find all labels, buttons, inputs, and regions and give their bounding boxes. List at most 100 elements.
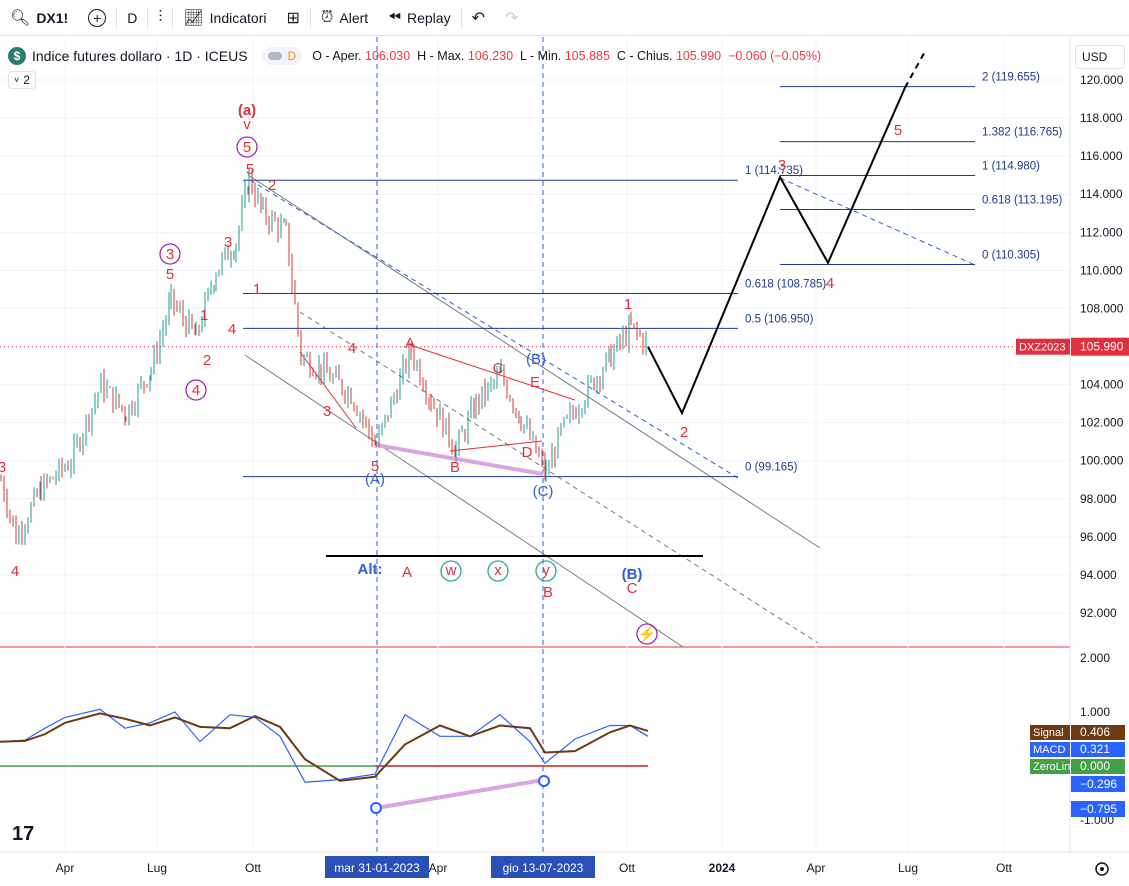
time-tick-label: Ott	[245, 861, 262, 875]
wave-y-circle-text: y	[542, 562, 550, 579]
blue-dashed-projection	[779, 177, 976, 266]
cursor-time-tag-bg	[325, 856, 429, 878]
top-toolbar: 🔍︎ DX1! + D ⫶ 📈︎ Indicatori ⊞ ⏰︎ Alert ⏪…	[0, 0, 1129, 36]
signal-tag-label: Signal	[1033, 727, 1064, 739]
wave-C-label: (C)	[533, 483, 554, 500]
wave-label: 2	[680, 424, 688, 441]
chart-type-button[interactable]: ⫶	[148, 0, 172, 36]
visibility-pill[interactable]: D	[261, 47, 303, 65]
alert-button[interactable]: ⏰︎ Alert	[311, 0, 378, 36]
wave-label: 4	[348, 340, 356, 357]
macd-point	[538, 775, 550, 787]
close-label: C - Chius.	[616, 49, 673, 63]
low-value: 105.885	[564, 49, 610, 63]
macd-tick-label: 2.000	[1080, 651, 1110, 665]
series-legend: $ Indice futures dollaro · 1D · ICEUS D …	[8, 44, 821, 68]
tradingview-logo: 17	[12, 823, 34, 845]
signal-tag-value: 0.406	[1080, 725, 1110, 739]
interval-button[interactable]: D	[117, 0, 147, 36]
wave-label: 3	[323, 403, 331, 420]
time-tick-label: Apr	[56, 861, 75, 875]
zeroline-tag-label-bg	[1030, 759, 1070, 774]
price-tick-label: 116.000	[1080, 149, 1123, 163]
symbol-tag-bg	[1016, 338, 1070, 355]
symbol-search[interactable]: 🔍︎ DX1!	[0, 0, 78, 36]
add-symbol-button[interactable]: +	[78, 0, 116, 36]
currency-label: USD	[1082, 50, 1108, 64]
zeroline-tag-value-bg	[1071, 759, 1125, 774]
replay-label: Replay	[406, 9, 451, 26]
alt-label: Alt:	[358, 561, 383, 578]
channel-mid	[299, 311, 819, 644]
price-tick-label: 100.000	[1080, 454, 1124, 468]
macd-hist-tag-bg	[1071, 776, 1125, 792]
symbol-tag: DXZ2023	[1019, 342, 1065, 354]
macd-tag-label: MACD	[1033, 744, 1065, 756]
replay-button[interactable]: ⏪︎ Replay	[378, 0, 460, 36]
wave-labels: 2 (119.655) 1.382 (116.765) 1 (114.980) 0.6…	[0, 72, 1063, 645]
wave-w-circle-text: w	[445, 562, 457, 579]
price-tick-label: 120.000	[1080, 73, 1124, 87]
wave-label: 2	[268, 177, 276, 194]
chevron-down-icon: ˅	[14, 75, 20, 85]
wave-label: D	[522, 444, 533, 461]
wave-x-circle	[487, 560, 509, 582]
fib-level-label: 1 (114.735)	[745, 165, 803, 177]
fib-level-label: 0 (110.305)	[982, 250, 1040, 262]
macd-hist-tag: −0.296	[1080, 777, 1117, 791]
eye-icon	[267, 52, 282, 60]
macd-hist-tag: −0.795	[1080, 802, 1117, 816]
wave-label: 5	[371, 458, 379, 475]
wave-label: 2	[203, 352, 211, 369]
wave-circle-5-text: 5	[243, 139, 251, 156]
bolt-icon	[636, 623, 658, 645]
price-tick-label: 96.000	[1080, 530, 1117, 544]
projection-path	[647, 87, 906, 416]
wave-label: C	[627, 580, 638, 597]
wave-label: 4	[826, 275, 834, 292]
ohlc-values: O - Aper. 106.030 H - Max. 106.230 L - M…	[312, 49, 821, 63]
currency-selector[interactable]: USD	[1075, 45, 1125, 69]
high-value: 106.230	[467, 49, 514, 63]
price-tick-label: 108.000	[1080, 301, 1124, 315]
cursor-time-tag: gio 13-07-2023	[503, 861, 584, 875]
redo-button[interactable]: ↷	[495, 0, 528, 36]
time-tick-label: Apr	[429, 861, 448, 875]
price-tick-label: 112.000	[1080, 225, 1123, 239]
settings-gear-center	[1100, 867, 1104, 871]
cursor-time-tag: mar 31-01-2023	[334, 861, 420, 875]
price-tick-label: 94.000	[1080, 568, 1117, 582]
price-tick-label: 110.000	[1080, 263, 1123, 277]
price-tick-label: 98.000	[1080, 492, 1117, 506]
zeroline-tag-label: ZeroLine	[1033, 761, 1076, 773]
close-value: 105.990	[675, 49, 722, 63]
indicators-button[interactable]: 📈︎ Indicatori	[173, 0, 276, 36]
macd-divergence	[375, 778, 544, 810]
layouts-button[interactable]: ⊞	[276, 0, 309, 36]
candles-icon: ⫶	[158, 8, 163, 26]
undo-button[interactable]: ↶	[462, 0, 495, 36]
collapse-indicators-toggle[interactable]: ˅ 2	[8, 71, 36, 89]
wave-label: 4	[11, 563, 19, 580]
wave-label: 5	[894, 122, 902, 139]
wave-A-label: (A)	[365, 471, 385, 488]
price-divergence	[375, 443, 544, 476]
alarm-clock-icon: ⏰︎	[320, 8, 334, 26]
delayed-badge: D	[287, 49, 297, 63]
series-title[interactable]: Indice futures dollaro · 1D · ICEUS	[32, 48, 248, 64]
wave-B-big-label: (B)	[622, 566, 643, 583]
wave-label: 5	[166, 266, 174, 283]
wave-B-label: (B)	[526, 351, 546, 368]
wave-circle-4	[185, 379, 207, 401]
price-tick-label: 118.000	[1080, 111, 1123, 125]
macd-line	[0, 708, 649, 783]
time-tick-label: Lug	[898, 861, 918, 875]
wave-label: A	[402, 564, 412, 581]
price-tick-label: 104.000	[1080, 378, 1124, 392]
fib-level-label: 0.5 (106.950)	[745, 313, 814, 325]
indicator-count: 2	[23, 73, 30, 87]
price-tick-label: 92.000	[1080, 606, 1117, 620]
wave-label: 4	[228, 321, 236, 338]
time-tick-label: Ott	[619, 861, 636, 875]
